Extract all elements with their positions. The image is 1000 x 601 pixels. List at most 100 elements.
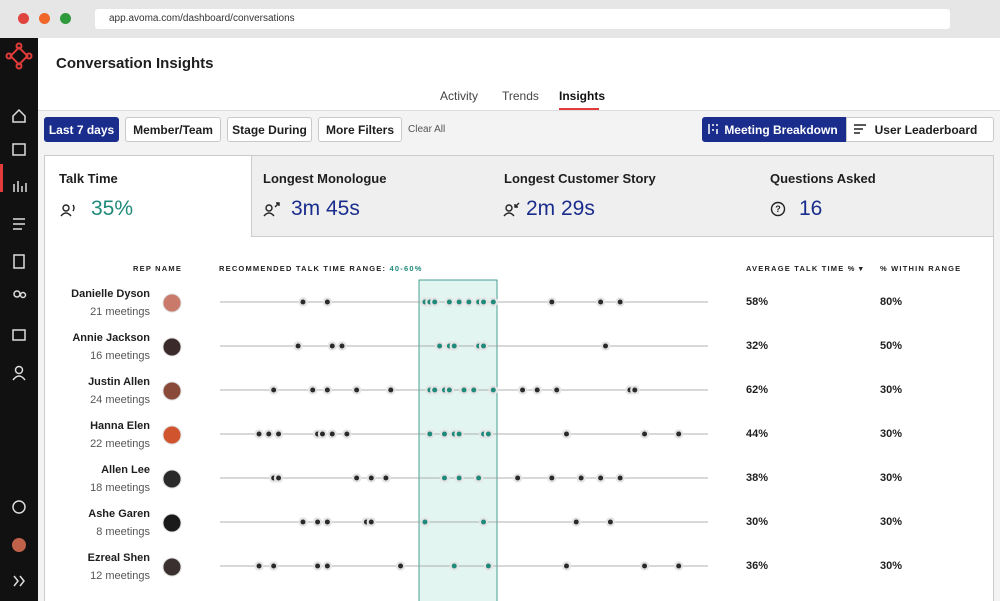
meeting-dot: [597, 298, 604, 305]
meeting-dot: [641, 562, 648, 569]
rep-name[interactable]: Ezreal Shen: [88, 552, 150, 564]
meeting-dot: [368, 474, 375, 481]
avatar: [163, 470, 181, 488]
meeting-dot: [460, 386, 467, 393]
meeting-dot: [397, 562, 404, 569]
meeting-dot: [602, 342, 609, 349]
meeting-dot: [270, 562, 277, 569]
meeting-dot: [470, 386, 477, 393]
avatar: [163, 558, 181, 576]
meeting-dot: [436, 342, 443, 349]
avatar: [163, 338, 181, 356]
rep-name[interactable]: Allen Lee: [101, 464, 150, 476]
recommended-range-band: [419, 280, 497, 601]
avg-talk-time: 30%: [746, 516, 768, 528]
meeting-dot: [578, 474, 585, 481]
meeting-dot: [553, 386, 560, 393]
meeting-dot: [324, 386, 331, 393]
within-range: 50%: [880, 340, 902, 352]
meeting-dot: [421, 518, 428, 525]
meeting-dot: [641, 430, 648, 437]
meeting-dot: [343, 430, 350, 437]
meeting-dot: [485, 562, 492, 569]
meeting-dot: [475, 474, 482, 481]
meeting-dot: [299, 518, 306, 525]
meeting-dot: [480, 298, 487, 305]
meeting-dot: [382, 474, 389, 481]
rep-name[interactable]: Annie Jackson: [72, 332, 150, 344]
meeting-dot: [426, 430, 433, 437]
meeting-count: 12 meetings: [90, 570, 150, 582]
meeting-dot: [597, 474, 604, 481]
meeting-dot: [314, 518, 321, 525]
meeting-dot: [456, 430, 463, 437]
meeting-dot: [485, 430, 492, 437]
meeting-dot: [255, 562, 262, 569]
avatar: [163, 514, 181, 532]
meeting-dot: [519, 386, 526, 393]
meeting-dot: [675, 430, 682, 437]
meeting-dot: [480, 342, 487, 349]
meeting-dot: [563, 562, 570, 569]
avatar: [163, 382, 181, 400]
avg-talk-time: 32%: [746, 340, 768, 352]
rep-name[interactable]: Danielle Dyson: [71, 288, 150, 300]
meeting-dot: [387, 386, 394, 393]
meeting-dot: [314, 562, 321, 569]
meeting-count: 24 meetings: [90, 394, 150, 406]
meeting-dot: [573, 518, 580, 525]
meeting-dot: [675, 562, 682, 569]
meeting-dot: [490, 386, 497, 393]
meeting-dot: [431, 386, 438, 393]
rep-name[interactable]: Justin Allen: [88, 376, 150, 388]
avatar: [163, 294, 181, 312]
rep-name[interactable]: Hanna Elen: [90, 420, 150, 432]
within-range: 30%: [880, 560, 902, 572]
rep-name[interactable]: Ashe Garen: [88, 508, 150, 520]
meeting-dot: [431, 298, 438, 305]
meeting-dot: [534, 386, 541, 393]
meeting-count: 8 meetings: [96, 526, 150, 538]
meeting-dot: [617, 474, 624, 481]
meeting-dot: [275, 430, 282, 437]
meeting-dot: [451, 342, 458, 349]
meeting-dot: [607, 518, 614, 525]
meeting-dot: [319, 430, 326, 437]
meeting-dot: [329, 430, 336, 437]
meeting-dot: [275, 474, 282, 481]
meeting-dot: [563, 430, 570, 437]
meeting-dot: [353, 474, 360, 481]
meeting-dot: [324, 298, 331, 305]
meeting-dot: [441, 430, 448, 437]
meeting-dot: [329, 342, 336, 349]
meeting-dot: [465, 298, 472, 305]
within-range: 30%: [880, 472, 902, 484]
meeting-dot: [255, 430, 262, 437]
avatar: [163, 426, 181, 444]
meeting-count: 18 meetings: [90, 482, 150, 494]
avg-talk-time: 38%: [746, 472, 768, 484]
within-range: 30%: [880, 384, 902, 396]
meeting-dot: [548, 298, 555, 305]
meeting-dot: [490, 298, 497, 305]
meeting-count: 16 meetings: [90, 350, 150, 362]
avg-talk-time: 44%: [746, 428, 768, 440]
meeting-dot: [617, 298, 624, 305]
avg-talk-time: 36%: [746, 560, 768, 572]
meeting-dot: [446, 298, 453, 305]
meeting-dot: [368, 518, 375, 525]
meeting-dot: [324, 562, 331, 569]
meeting-dot: [446, 386, 453, 393]
meeting-dot: [270, 386, 277, 393]
meeting-dot: [456, 298, 463, 305]
meeting-dot: [441, 474, 448, 481]
avg-talk-time: 58%: [746, 296, 768, 308]
meeting-dot: [548, 474, 555, 481]
meeting-dot: [324, 518, 331, 525]
meeting-dot: [451, 562, 458, 569]
meeting-dot: [299, 298, 306, 305]
meeting-dot: [265, 430, 272, 437]
within-range: 30%: [880, 428, 902, 440]
